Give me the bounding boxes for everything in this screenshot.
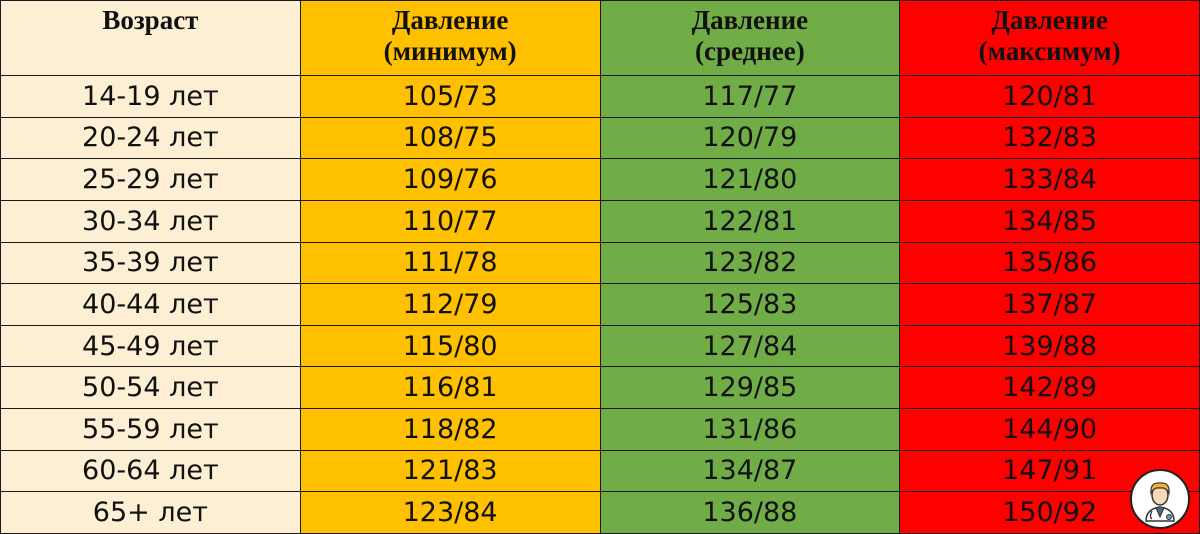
cell-max: 120/81 (899, 75, 1200, 118)
cell-age: 55-59 лет (0, 408, 301, 451)
header-avg-line2: (среднее) (694, 36, 805, 66)
cell-avg: 120/79 (599, 116, 901, 160)
cell-age: 20-24 лет (0, 116, 301, 160)
cell-age: 45-49 лет (0, 324, 301, 368)
table-row: 45-49 лет 115/80 127/84 139/88 (0, 324, 1200, 368)
cell-age: 60-64 лет (0, 449, 301, 493)
table-row: 25-29 лет 109/76 121/80 133/84 (0, 158, 1200, 201)
cell-age: 30-34 лет (0, 199, 301, 243)
header-min-line2: (минимум) (383, 36, 517, 66)
table-row: 20-24 лет 108/75 120/79 132/83 (0, 116, 1200, 160)
cell-max: 142/89 (899, 366, 1200, 409)
table-row: 35-39 лет 111/78 123/82 135/86 (0, 241, 1200, 285)
cell-min: 123/84 (299, 491, 601, 534)
cell-age: 65+ лет (0, 491, 301, 534)
cell-min: 105/73 (299, 75, 601, 118)
cell-min: 109/76 (299, 158, 601, 201)
header-row: Возраст Давление (минимум) Давление (средн… (0, 0, 1200, 76)
cell-min: 110/77 (299, 199, 601, 243)
table-row: 65+ лет 123/84 136/88 150/92 (0, 491, 1200, 534)
cell-age: 35-39 лет (0, 241, 301, 285)
cell-max: 139/88 (899, 324, 1200, 368)
cell-max: 144/90 (899, 408, 1200, 451)
header-age: Возраст (0, 0, 301, 76)
cell-age: 40-44 лет (0, 283, 301, 326)
cell-avg: 134/87 (599, 449, 901, 493)
cell-min: 115/80 (299, 324, 601, 368)
cell-min: 108/75 (299, 116, 601, 160)
table-row: 40-44 лет 112/79 125/83 137/87 (0, 283, 1200, 326)
cell-avg: 131/86 (599, 408, 901, 451)
cell-min: 118/82 (299, 408, 601, 451)
cell-avg: 127/84 (599, 324, 901, 368)
header-age-text: Возраст (102, 5, 199, 35)
header-max: Давление (максимум) (899, 0, 1200, 76)
cell-min: 112/79 (299, 283, 601, 326)
cell-age: 50-54 лет (0, 366, 301, 409)
cell-age: 14-19 лет (0, 75, 301, 118)
doctor-icon (1130, 469, 1190, 529)
cell-avg: 122/81 (599, 199, 901, 243)
cell-max: 133/84 (899, 158, 1200, 201)
table-row: 55-59 лет 118/82 131/86 144/90 (0, 408, 1200, 451)
cell-max: 137/87 (899, 283, 1200, 326)
cell-avg: 121/80 (599, 158, 901, 201)
cell-max: 132/83 (899, 116, 1200, 160)
cell-max: 135/86 (899, 241, 1200, 285)
table-row: 30-34 лет 110/77 122/81 134/85 (0, 199, 1200, 243)
cell-avg: 136/88 (599, 491, 901, 534)
table-row: 14-19 лет 105/73 117/77 120/81 (0, 75, 1200, 118)
cell-avg: 117/77 (599, 75, 901, 118)
cell-min: 121/83 (299, 449, 601, 493)
table-row: 60-64 лет 121/83 134/87 147/91 (0, 449, 1200, 493)
cell-avg: 129/85 (599, 366, 901, 409)
header-max-line1: Давление (991, 5, 1108, 35)
header-min-line1: Давление (391, 5, 509, 35)
table-row: 50-54 лет 116/81 129/85 142/89 (0, 366, 1200, 409)
cell-max: 134/85 (899, 199, 1200, 243)
cell-avg: 125/83 (599, 283, 901, 326)
cell-avg: 123/82 (599, 241, 901, 285)
header-avg-line1: Давление (691, 5, 809, 35)
header-max-line2: (максимум) (978, 36, 1121, 66)
cell-min: 116/81 (299, 366, 601, 409)
cell-age: 25-29 лет (0, 158, 301, 201)
header-min: Давление (минимум) (299, 0, 601, 76)
cell-min: 111/78 (299, 241, 601, 285)
header-avg: Давление (среднее) (599, 0, 901, 76)
